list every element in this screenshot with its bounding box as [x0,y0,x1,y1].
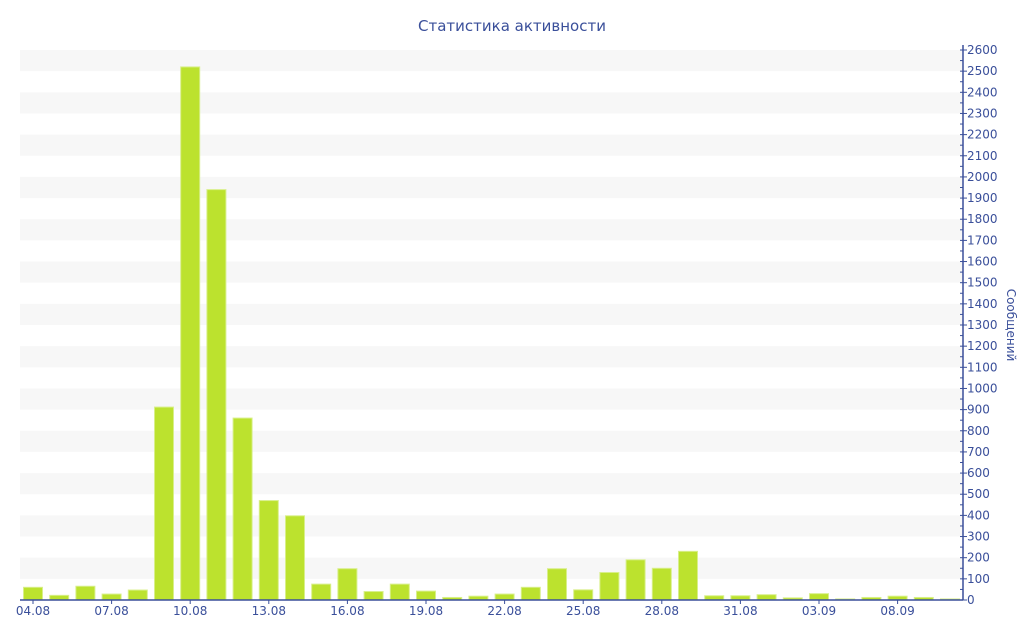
bar-16.08 [337,568,358,601]
bar-28.08 [651,567,672,601]
y-tick-label: 2100 [967,149,998,163]
grid-band [20,50,963,72]
bar-14.08 [285,515,305,601]
y-tick-label: 600 [967,466,990,480]
y-axis-label: Сообщений [1004,289,1018,362]
bar-23.08 [520,586,541,601]
y-tick-label: 800 [967,424,990,438]
x-tick-label: 07.08 [94,604,128,618]
y-tick-label: 1200 [967,339,998,353]
y-tick-label: 1700 [967,233,998,247]
bar-18.08 [389,583,410,601]
y-tick-label: 500 [967,487,990,501]
grid-band [20,557,963,579]
bar-27.08 [625,559,646,601]
grid-band [20,261,963,283]
bar-22.08 [494,593,515,601]
bar-10.08 [180,66,201,601]
bar-07.08 [101,593,122,601]
y-tick-label: 1500 [967,276,998,290]
y-tick-label: 2600 [967,43,998,57]
grid-band [20,134,963,156]
y-tick-label: 2400 [967,85,998,99]
grid-band [20,176,963,199]
bar-13.08 [258,500,279,601]
grid-band [20,303,963,325]
y-tick-label: 700 [967,445,990,459]
y-tick-label: 1000 [967,381,998,395]
x-tick-label: 19.08 [409,604,443,618]
grid-band [20,430,963,452]
x-tick-label: 08.09 [880,604,914,618]
y-tick-label: 1400 [967,297,998,311]
bar-06.08 [75,585,96,601]
chart-title: Статистика активности [418,17,606,35]
bar-11.08 [206,189,227,601]
grid-band [20,515,963,537]
y-axis: 0 100 200 300 400 500 600 700 800 900 1000 1100 1200… [960,43,998,607]
x-tick-label: 25.08 [566,604,600,618]
grid-band [20,92,963,114]
x-tick-label: 04.08 [16,604,50,618]
y-tick-label: 200 [967,551,990,565]
x-tick-label: 31.08 [723,604,757,618]
y-tick-label: 0 [967,593,975,607]
y-tick-label: 2300 [967,106,998,120]
grid-band [20,346,963,368]
x-tick-label: 10.08 [173,604,207,618]
grid-band [20,473,963,495]
bar-17.08 [363,591,384,601]
y-tick-label: 1800 [967,212,998,226]
bar-12.08 [232,417,253,601]
bar-26.08 [599,572,620,601]
y-tick-label: 400 [967,508,990,522]
x-tick-label: 13.08 [252,604,286,618]
bar-04.08 [23,586,43,601]
grid-band [20,219,963,241]
y-tick-label: 100 [967,572,990,586]
y-tick-label: 900 [967,403,990,417]
x-tick-label: 16.08 [330,604,364,618]
x-tick-label: 22.08 [487,604,521,618]
y-tick-label: 1600 [967,255,998,269]
grid-bands [20,50,963,579]
bar-24.08 [547,568,567,601]
bars [23,66,960,601]
bar-29.08 [678,550,698,601]
bar-09.08 [154,406,174,601]
y-tick-label: 2200 [967,128,998,142]
x-tick-label: 03.09 [802,604,836,618]
y-tick-label: 1900 [967,191,998,205]
y-tick-label: 1300 [967,318,998,332]
bar-08.08 [127,589,148,601]
bar-01.09 [756,594,777,601]
x-axis: 04.08 07.08 10.08 13.08 16.08 19.08 22.08 25.08… [16,599,963,618]
bar-25.08 [573,589,594,601]
grid-band [20,388,963,410]
y-tick-label: 1100 [967,360,998,374]
bar-15.08 [311,583,332,601]
y-tick-label: 2000 [967,170,998,184]
y-tick-label: 300 [967,530,990,544]
bar-03.09 [809,593,829,601]
x-tick-label: 28.08 [645,604,679,618]
bar-19.08 [416,590,436,601]
y-tick-label: 2500 [967,64,998,78]
